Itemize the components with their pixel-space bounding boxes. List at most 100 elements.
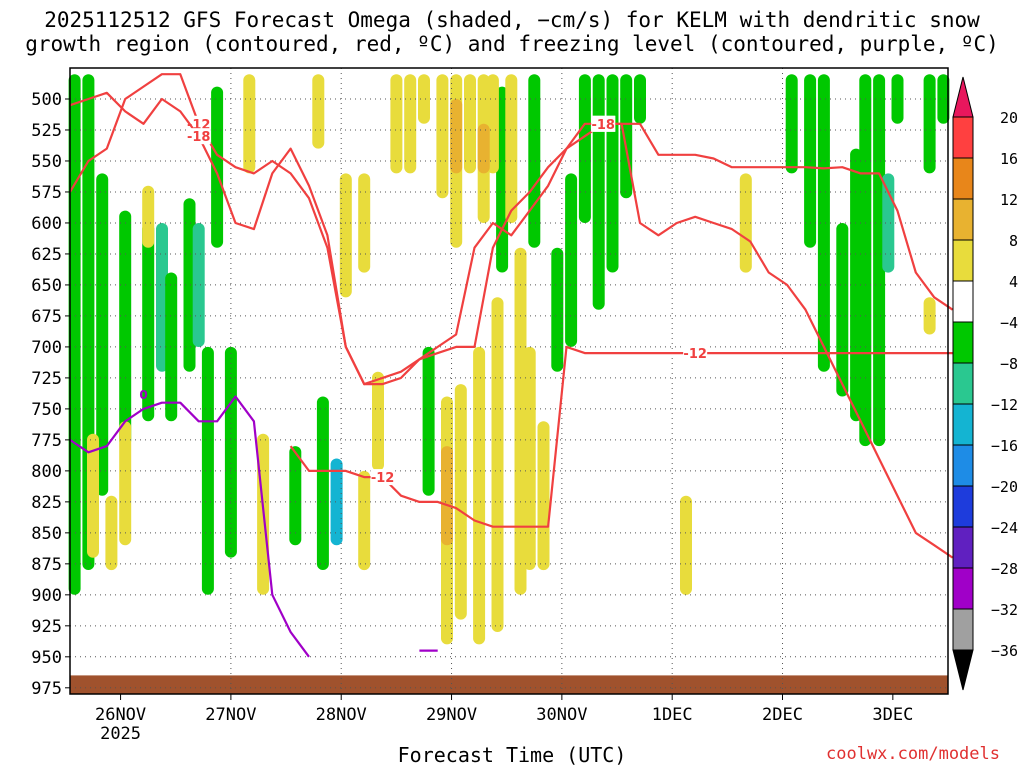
- x-tick-label-1: 27NOV: [205, 705, 256, 725]
- y-tick-label-9: 725: [31, 369, 62, 389]
- colorbar-swatch-12: [952, 608, 974, 651]
- y-tick-label-19: 975: [31, 679, 62, 699]
- colorbar-swatch-0: [952, 116, 974, 159]
- dgz-contour-1: [69, 91, 954, 386]
- omega-region-27: [817, 74, 830, 372]
- omega-region-43: [436, 74, 449, 199]
- omega-region-6: [165, 272, 178, 422]
- omega-region-5: [156, 223, 168, 372]
- x-tick-year-label: 2025: [100, 724, 141, 744]
- y-tick-label-10: 750: [31, 400, 62, 420]
- omega-region-9: [201, 346, 214, 595]
- omega-region-23: [620, 74, 633, 199]
- x-tick-label-7: 3DEC: [872, 705, 913, 725]
- omega-region-58: [441, 446, 453, 546]
- omega-region-33: [891, 74, 904, 124]
- x-tick-label-2: 28NOV: [316, 705, 367, 725]
- omega-region-53: [514, 247, 527, 595]
- dgz-contours: -12-12-18-18-12-12: [69, 73, 954, 559]
- omega-region-38: [358, 173, 371, 273]
- y-tick-label-17: 925: [31, 617, 62, 637]
- colorbar-swatch-5: [952, 321, 974, 364]
- x-axis: 26NOV 27NOV 28NOV 29NOV 30NOV 1DEC 2DEC 3DEC 202…: [95, 694, 913, 744]
- omega-region-40: [390, 74, 403, 174]
- freezing-contour-seg-0: [69, 395, 310, 658]
- colorbar-label-8: −16: [991, 437, 1018, 455]
- omega-region-8: [192, 223, 205, 347]
- omega-region-32: [882, 173, 895, 273]
- colorbar-swatch-11: [952, 567, 974, 610]
- terrain-layer: [70, 675, 948, 694]
- terrain: [70, 675, 948, 694]
- omega-region-14: [330, 458, 343, 546]
- omega-region-55: [537, 421, 550, 571]
- omega-region-41: [404, 74, 417, 174]
- colorbar-swatch-3: [952, 239, 974, 282]
- omega-region-28: [836, 223, 849, 397]
- y-tick-label-15: 875: [31, 555, 62, 575]
- omega-region-35: [937, 74, 950, 124]
- x-tick-label-4: 30NOV: [536, 705, 587, 725]
- dgz-label-bg-1-1: [591, 115, 616, 132]
- omega-region-60: [119, 421, 132, 546]
- x-tick-label-6: 2DEC: [762, 705, 803, 725]
- dgz-label-2-1: -12: [683, 347, 707, 362]
- omega-region-62: [142, 185, 155, 248]
- omega-region-7: [183, 198, 196, 372]
- omega-region-54: [523, 346, 536, 570]
- omega-region-0: [68, 74, 81, 595]
- y-tick-label-16: 900: [31, 586, 62, 606]
- omega-region-42: [418, 74, 430, 124]
- dgz-label-1-1: -18: [591, 118, 615, 133]
- omega-shading: [68, 74, 950, 645]
- dgz-contour-0: [69, 73, 954, 559]
- dgz-contour-2: [289, 345, 953, 528]
- y-tick-label-0: 500: [31, 90, 62, 110]
- colorbar-label-4: 4: [1009, 273, 1018, 291]
- omega-region-57: [477, 123, 490, 174]
- y-tick-label-2: 550: [31, 152, 62, 172]
- y-tick-label-6: 650: [31, 276, 62, 296]
- plot-frame: [69, 67, 949, 695]
- x-axis-label: Forecast Time (UTC): [397, 743, 627, 767]
- omega-region-21: [592, 74, 605, 310]
- omega-region-48: [473, 346, 486, 645]
- colorbar-swatch-7: [952, 403, 974, 446]
- omega-region-47: [464, 74, 476, 174]
- omega-region-56: [450, 99, 463, 174]
- omega-region-66: [680, 495, 692, 595]
- y-tick-label-1: 525: [31, 121, 62, 141]
- freezing-level-contour: 0: [69, 388, 438, 658]
- omega-region-64: [243, 74, 256, 174]
- omega-region-68: [923, 297, 936, 335]
- colorbar-label-9: −20: [991, 478, 1018, 496]
- omega-region-17: [528, 74, 541, 248]
- colorbar-swatch-9: [952, 485, 974, 528]
- dgz-label-2-0: -12: [371, 471, 395, 486]
- colorbar-label-11: −28: [991, 560, 1018, 578]
- colorbar-swatch-2: [952, 198, 974, 241]
- omega-region-4: [142, 223, 155, 422]
- omega-region-13: [316, 396, 329, 570]
- colorbar-swatch-6: [952, 362, 974, 405]
- y-tick-label-11: 775: [31, 431, 62, 451]
- colorbar-label-3: 8: [1009, 232, 1018, 250]
- omega-region-18: [551, 247, 564, 372]
- omega-region-51: [491, 297, 504, 632]
- y-tick-label-3: 575: [31, 183, 62, 203]
- colorbar-label-0: 20: [1000, 109, 1018, 127]
- y-tick-label-12: 800: [31, 462, 62, 482]
- x-tick-label-0: 26NOV: [95, 705, 146, 725]
- y-tick-label-4: 600: [31, 214, 62, 234]
- colorbar-label-6: −8: [1000, 355, 1018, 373]
- omega-region-19: [565, 173, 578, 347]
- colorbar-swatch-8: [952, 444, 974, 487]
- y-axis: 500 525 550 575 600 625 650 675 700 725 750 775 800 8…: [31, 90, 70, 699]
- dgz-label-bg-2-1: [683, 345, 708, 362]
- omega-region-10: [211, 86, 224, 248]
- y-tick-label-14: 850: [31, 524, 62, 544]
- omega-region-15: [422, 346, 435, 496]
- colorbar-bottom-arrow: [952, 649, 974, 691]
- omega-region-65: [358, 470, 371, 571]
